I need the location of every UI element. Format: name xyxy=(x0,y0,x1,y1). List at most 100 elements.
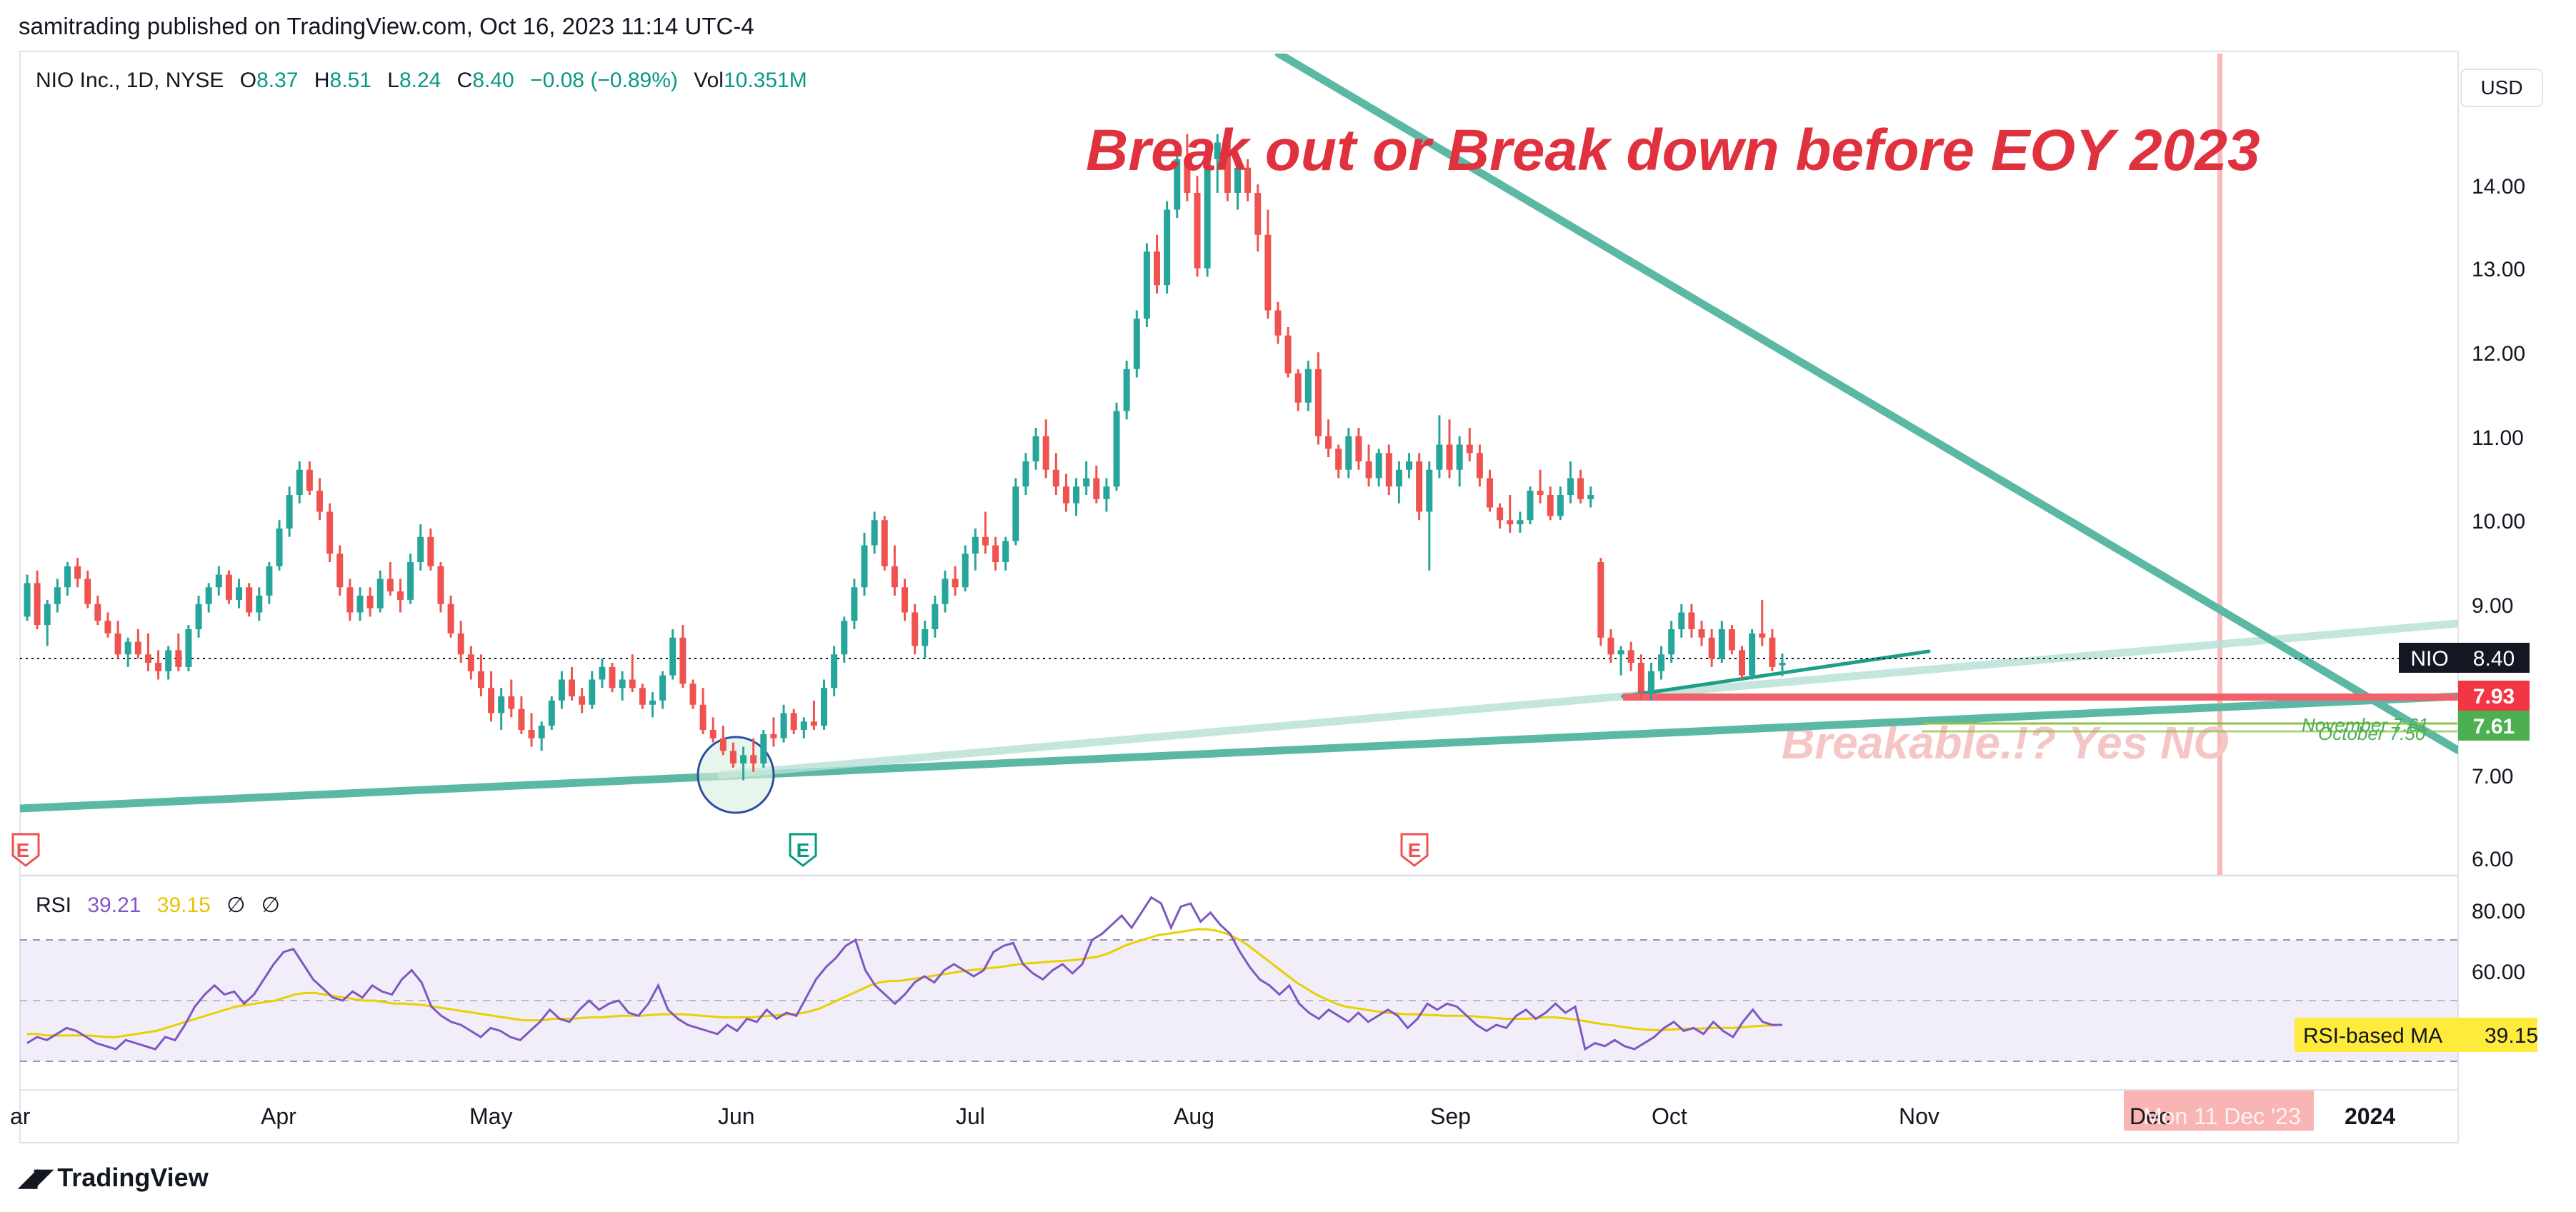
candle-body xyxy=(1769,637,1776,667)
candle-body xyxy=(1718,629,1725,659)
candle-body xyxy=(1436,444,1443,470)
date-marker-badge[interactable] xyxy=(2124,1091,2314,1131)
candle-body xyxy=(346,587,354,613)
candle-body xyxy=(1174,159,1181,210)
candle-body xyxy=(1143,251,1150,319)
green-level-badge[interactable] xyxy=(2458,711,2530,741)
date-marker-label: Mon 11 Dec '23 xyxy=(2143,1103,2301,1129)
candle-body xyxy=(1607,637,1614,655)
earnings-marker-september[interactable]: E xyxy=(1400,833,1429,867)
rsi-tick: 80.00 xyxy=(2472,900,2525,923)
symbol-title[interactable]: NIO Inc., 1D, NYSE xyxy=(36,69,224,92)
candle-body xyxy=(1658,654,1665,671)
low-label: L xyxy=(387,69,399,92)
candle-body xyxy=(528,730,535,738)
candle-body xyxy=(1022,461,1029,487)
time-axis[interactable]: ar Apr May Jun Jul Aug Sep Oct Nov Dec 2… xyxy=(10,1103,2395,1129)
candle-body xyxy=(1184,159,1191,193)
candle-body xyxy=(780,713,787,738)
candle-body xyxy=(1527,491,1534,521)
price-tick: 7.00 xyxy=(2472,765,2513,788)
high-label: H xyxy=(314,69,330,92)
time-tick: Oct xyxy=(1652,1103,1687,1129)
candle-body xyxy=(336,554,344,588)
candle-body xyxy=(376,579,384,608)
price-tick: 6.00 xyxy=(2472,848,2513,871)
earnings-marker-june[interactable]: E xyxy=(789,833,817,867)
candle-body xyxy=(1254,193,1262,235)
date-highlight-line[interactable] xyxy=(2217,54,2222,875)
candle-body xyxy=(1617,650,1624,655)
currency-button[interactable]: USD xyxy=(2460,69,2543,107)
rsi-ma-badge[interactable] xyxy=(2295,1018,2537,1052)
candle-body xyxy=(84,579,91,604)
candle-body xyxy=(1627,650,1634,663)
candle-body xyxy=(498,696,505,713)
candle-body xyxy=(1002,541,1009,562)
candle-body xyxy=(175,650,182,667)
candle-body xyxy=(366,596,374,608)
candle-body xyxy=(1294,373,1302,403)
candle-body xyxy=(396,591,404,600)
last-price-badge[interactable] xyxy=(2458,643,2530,673)
last-price-value: 8.40 xyxy=(2473,647,2515,671)
rising-support-trendline[interactable] xyxy=(717,619,2458,779)
candle-body xyxy=(64,566,71,588)
candle-body xyxy=(871,520,878,546)
rsi-ma-badge-name: RSI-based MA xyxy=(2303,1024,2442,1048)
rsi-ma-line xyxy=(27,928,1783,1038)
candlestick-series xyxy=(24,134,1786,781)
time-tick: ar xyxy=(10,1103,31,1129)
candle-body xyxy=(821,688,828,726)
rsi-label[interactable]: RSI xyxy=(36,893,72,917)
candle-body xyxy=(1073,486,1080,504)
candle-body xyxy=(1274,310,1282,336)
candle-body xyxy=(1154,251,1161,286)
candle-body xyxy=(689,683,697,705)
candle-body xyxy=(477,671,484,688)
candle-body xyxy=(1426,469,1433,512)
symbol-legend[interactable]: NIO Inc., 1D, NYSE O8.37 H8.51 L8.24 C8.… xyxy=(36,69,807,93)
candle-body xyxy=(1497,507,1504,521)
candle-body xyxy=(1759,633,1766,638)
red-level-badge[interactable] xyxy=(2458,681,2530,711)
candle-body xyxy=(1416,461,1423,512)
price-tick: 10.00 xyxy=(2472,510,2525,534)
earnings-marker-march[interactable]: E xyxy=(11,833,40,867)
candle-body xyxy=(1355,436,1362,461)
candle-body xyxy=(719,738,727,751)
candle-body xyxy=(1577,478,1584,499)
candle-body xyxy=(851,587,858,621)
candle-body xyxy=(982,536,989,546)
candle-body xyxy=(417,536,424,562)
candle-body xyxy=(599,666,606,680)
candle-body xyxy=(1365,461,1372,479)
descending-resistance-trendline[interactable] xyxy=(1274,54,2458,754)
rsi-legend[interactable]: RSI 39.21 39.15 ∅ ∅ xyxy=(36,893,280,918)
candle-body xyxy=(1537,491,1544,495)
candle-body xyxy=(518,708,525,730)
candle-body xyxy=(236,587,243,600)
candle-body xyxy=(215,574,222,588)
candle-body xyxy=(699,704,707,730)
rsi-tick: 60.00 xyxy=(2472,961,2525,984)
candle-body xyxy=(34,583,41,626)
candle-body xyxy=(740,755,747,763)
candle-body xyxy=(24,583,31,617)
rsi-line xyxy=(26,896,1782,1051)
candle-body xyxy=(1567,478,1574,495)
candle-body xyxy=(286,495,293,529)
candle-body xyxy=(508,696,515,709)
price-axis[interactable]: 14.00 13.00 12.00 11.00 10.00 9.00 7.00 … xyxy=(2472,175,2525,871)
headline-annotation[interactable]: Break out or Break down before EOY 2023 xyxy=(1086,118,2260,183)
nio-symbol-badge[interactable] xyxy=(2399,643,2460,673)
candle-body xyxy=(709,730,717,738)
november-level-label: November 7.61 xyxy=(2302,714,2429,736)
candle-body xyxy=(296,469,303,495)
candle-body xyxy=(1547,495,1554,516)
tradingview-brand[interactable]: ◢◤ TradingView xyxy=(19,1163,209,1193)
rsi-ma-badge-value: 39.15 xyxy=(2485,1024,2538,1048)
candle-body xyxy=(841,621,848,655)
long-term-support-trendline[interactable] xyxy=(20,692,2458,813)
